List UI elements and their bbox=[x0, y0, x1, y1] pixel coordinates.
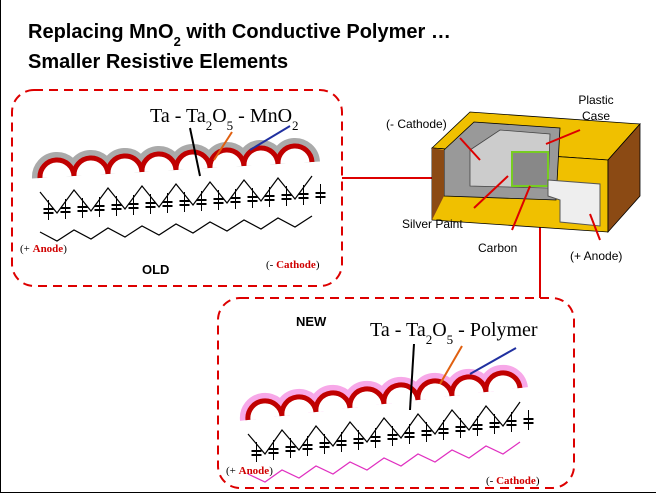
formula-subscript: 2 bbox=[206, 118, 213, 133]
circuit-wire bbox=[39, 215, 313, 242]
circuit-wire bbox=[247, 401, 521, 455]
capacitor-drawing bbox=[431, 111, 641, 234]
anode-text: ) bbox=[63, 243, 67, 255]
capacitor-label: (+ Anode) bbox=[570, 249, 622, 263]
formula-text: Ta - Ta bbox=[370, 319, 426, 341]
formula-text: O bbox=[212, 105, 226, 127]
cathode-text: Cathode bbox=[496, 475, 536, 487]
formula-subscript: 2 bbox=[426, 332, 433, 347]
old-formula: Ta - Ta2O5 - MnO2 bbox=[150, 105, 299, 133]
title-text: with Conductive Polymer … bbox=[181, 21, 451, 43]
cathode-text: Cathode bbox=[276, 259, 316, 271]
capacitor-label: (- Cathode) bbox=[386, 117, 447, 131]
capacitor-label: Plastic bbox=[578, 93, 613, 107]
pointer-arrow bbox=[249, 125, 291, 151]
anode-text: (+ bbox=[226, 465, 239, 477]
old-cathode: (- Cathode) bbox=[266, 259, 320, 271]
pointer-arrow bbox=[189, 127, 201, 177]
cathode-text: ) bbox=[536, 475, 540, 487]
formula-subscript: 5 bbox=[447, 332, 454, 347]
pointer-arrow bbox=[213, 131, 233, 161]
capacitor-label: Carbon bbox=[478, 241, 517, 255]
anode-text: (+ bbox=[20, 243, 33, 255]
anode-text: Anode bbox=[239, 465, 270, 477]
cathode-text: (- bbox=[266, 259, 276, 271]
new-formula: Ta - Ta2O5 - Polymer bbox=[370, 319, 538, 347]
pointer-arrow bbox=[469, 347, 517, 375]
new-anode: (+ Anode) bbox=[226, 465, 273, 477]
old-anode: (+ Anode) bbox=[20, 243, 67, 255]
old-structure bbox=[32, 125, 326, 242]
capacitor-label: Case bbox=[582, 109, 610, 123]
title-subscript: 2 bbox=[174, 34, 181, 49]
electrode bbox=[245, 370, 523, 421]
slide-title: Replacing MnO2 with Conductive Polymer … bbox=[28, 21, 451, 49]
formula-subscript: 5 bbox=[227, 118, 234, 133]
cathode-text: ) bbox=[316, 259, 320, 271]
new-cathode: (- Cathode) bbox=[486, 475, 540, 487]
formula-text: Ta - Ta bbox=[150, 105, 206, 127]
new-structure bbox=[239, 343, 534, 483]
formula-text: - Polymer bbox=[453, 319, 538, 341]
new-label: NEW bbox=[296, 314, 327, 329]
pointer-arrow bbox=[409, 343, 415, 411]
electrode bbox=[37, 143, 315, 179]
circuit-wire bbox=[247, 441, 521, 483]
anode-text: Anode bbox=[33, 243, 64, 255]
formula-subscript: 2 bbox=[292, 118, 299, 133]
slide-subtitle: Smaller Resistive Elements bbox=[28, 51, 288, 73]
old-label: OLD bbox=[142, 262, 169, 277]
capacitor-pointers bbox=[459, 129, 601, 241]
circuit-wire bbox=[39, 175, 313, 214]
title-text: Replacing MnO bbox=[28, 21, 174, 43]
new-box bbox=[217, 297, 575, 489]
anode-text: ) bbox=[269, 465, 273, 477]
formula-text: O bbox=[432, 319, 446, 341]
capacitor-label: Silver Paint bbox=[402, 217, 463, 231]
cathode-text: (- bbox=[486, 475, 496, 487]
old-box bbox=[11, 89, 343, 287]
formula-text: - MnO bbox=[233, 105, 292, 127]
pointer-arrow bbox=[439, 345, 463, 385]
